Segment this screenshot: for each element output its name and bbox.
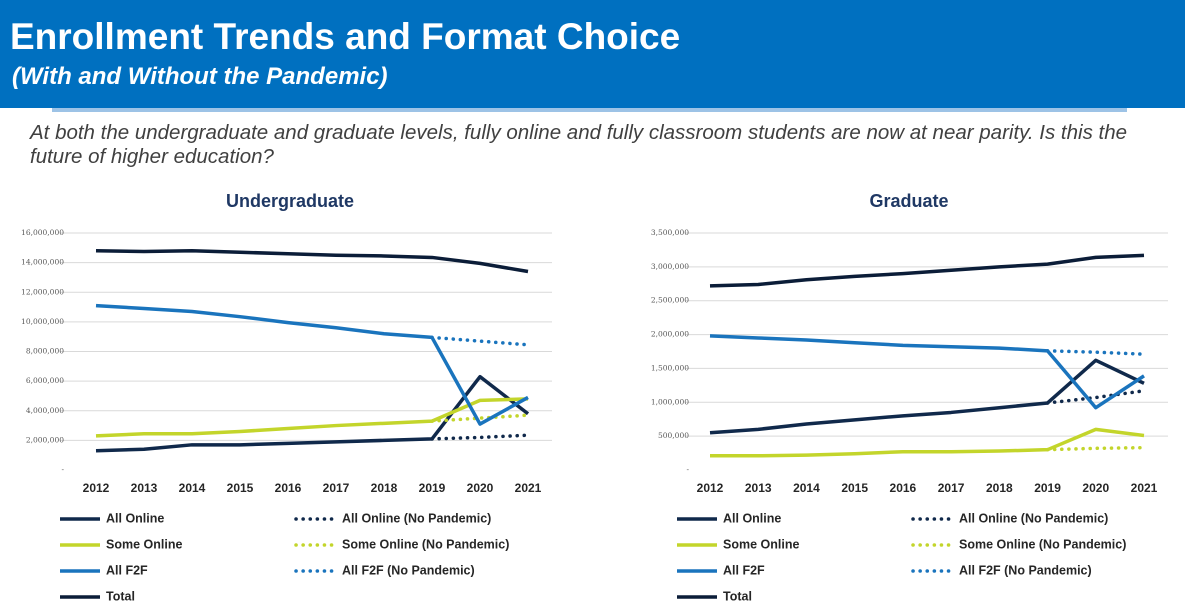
y-tick-label: 8,000,000 <box>26 347 64 356</box>
x-tick-label: 2017 <box>323 481 350 495</box>
legend-label: Some Online <box>723 537 799 551</box>
series-line <box>709 358 1145 435</box>
series-line <box>95 249 529 274</box>
x-tick-label: 2016 <box>890 481 917 495</box>
y-tick-label: 14,000,000 <box>21 258 64 267</box>
chart-title: Graduate <box>869 191 948 211</box>
legend-label: All Online (No Pandemic) <box>342 511 491 525</box>
legend-label: Some Online (No Pandemic) <box>959 537 1126 551</box>
legend-label: All F2F (No Pandemic) <box>342 563 475 577</box>
y-tick-label: 1,500,000 <box>651 363 689 372</box>
legend-label: All Online <box>723 511 781 525</box>
y-tick-label: 2,000,000 <box>26 435 64 444</box>
legend-label: All Online <box>106 511 164 525</box>
header-rule <box>52 108 1127 112</box>
chart-title: Undergraduate <box>226 191 354 211</box>
x-tick-label: 2021 <box>1131 481 1158 495</box>
legend-label: All Online (No Pandemic) <box>959 511 1108 525</box>
x-tick-label: 2014 <box>793 481 820 495</box>
y-tick-label: 2,500,000 <box>651 296 689 305</box>
y-tick-label: 10,000,000 <box>21 317 64 326</box>
series-line <box>95 397 529 438</box>
x-tick-label: 2018 <box>986 481 1013 495</box>
x-tick-label: 2012 <box>697 481 724 495</box>
x-tick-label: 2014 <box>179 481 206 495</box>
y-tick-label: 4,000,000 <box>26 406 64 415</box>
legend-label: All F2F (No Pandemic) <box>959 563 1092 577</box>
page-subtitle: (With and Without the Pandemic) <box>12 63 388 90</box>
x-tick-label: 2015 <box>227 481 254 495</box>
series-line <box>95 374 530 453</box>
page-title: Enrollment Trends and Format Choice <box>10 16 681 57</box>
header-band <box>0 0 1185 108</box>
description: At both the undergraduate and graduate l… <box>30 121 1128 168</box>
legend-label: All F2F <box>106 563 148 577</box>
y-tick-label: 12,000,000 <box>21 287 64 296</box>
series-line <box>430 413 530 423</box>
x-tick-label: 2017 <box>938 481 965 495</box>
legend-label: Some Online (No Pandemic) <box>342 537 509 551</box>
x-tick-label: 2016 <box>275 481 302 495</box>
series-line <box>710 427 1145 458</box>
x-tick-label: 2013 <box>131 481 158 495</box>
legend-label: Total <box>723 589 752 603</box>
y-tick-label: 3,000,000 <box>651 262 689 271</box>
x-tick-label: 2013 <box>745 481 772 495</box>
y-tick-label: - <box>686 465 689 474</box>
y-tick-label: 16,000,000 <box>21 228 64 237</box>
x-tick-label: 2020 <box>1082 481 1109 495</box>
y-tick-label: 1,000,000 <box>651 397 689 406</box>
x-tick-label: 2020 <box>467 481 494 495</box>
legend-label: All F2F <box>723 563 765 577</box>
y-tick-label: 2,000,000 <box>651 330 689 339</box>
x-tick-label: 2021 <box>515 481 542 495</box>
legend-label: Total <box>106 589 135 603</box>
series-line <box>1045 389 1146 405</box>
y-tick-label: - <box>61 465 64 474</box>
x-tick-label: 2012 <box>83 481 110 495</box>
series-line <box>430 433 530 441</box>
y-tick-label: 6,000,000 <box>26 376 64 385</box>
x-tick-label: 2018 <box>371 481 398 495</box>
series-line <box>709 334 1145 410</box>
series-line <box>709 253 1145 288</box>
x-tick-label: 2019 <box>419 481 446 495</box>
legend-label: Some Online <box>106 537 182 551</box>
series-line <box>1045 349 1146 356</box>
x-tick-label: 2019 <box>1034 481 1061 495</box>
y-tick-label: 500,000 <box>658 431 689 440</box>
series-line <box>430 335 530 347</box>
x-tick-label: 2015 <box>841 481 868 495</box>
y-tick-label: 3,500,000 <box>651 228 689 237</box>
series-line <box>1045 445 1146 452</box>
series-line <box>95 303 529 426</box>
